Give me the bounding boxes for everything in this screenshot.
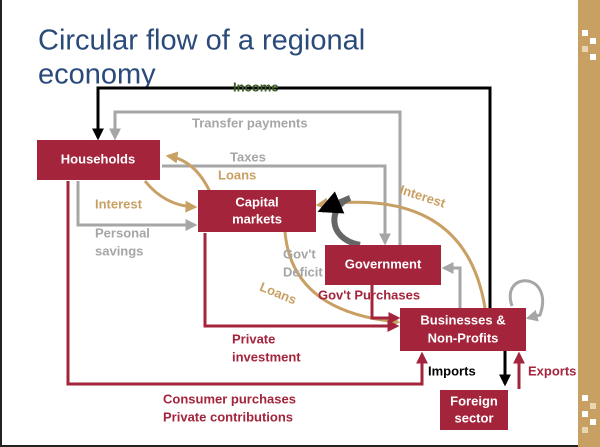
flow-label: Consumer purchases <box>163 391 296 406</box>
node-label: Capital <box>235 194 278 209</box>
arrows <box>66 86 544 389</box>
gov-arrow <box>441 262 462 308</box>
transfer-arrow <box>109 110 402 245</box>
flow-labels: Income Transfer payments Taxes Loans Int… <box>95 79 576 424</box>
flow-label: Loans <box>218 167 256 182</box>
node-label: Government <box>345 256 422 271</box>
loans-arrow <box>165 151 212 193</box>
node-label: markets <box>232 211 282 226</box>
income-arrow <box>92 86 492 308</box>
node-label: Businesses & <box>420 312 505 327</box>
flow-label: Imports <box>428 363 476 378</box>
deficit-arrow <box>317 191 361 248</box>
business-node: Businesses & Non-Profits <box>400 308 526 351</box>
loop-arrow <box>508 279 544 322</box>
title: economy <box>38 59 156 91</box>
flow-label: investment <box>232 349 301 364</box>
flow-label: Private contributions <box>163 409 293 424</box>
households-node: Households <box>37 140 160 180</box>
consumer-arrow <box>66 181 428 386</box>
savings-arrow <box>76 181 198 231</box>
purchases-arrow <box>370 285 401 324</box>
flow-label: Gov't Purchases <box>318 287 420 302</box>
node-label: Households <box>61 151 135 166</box>
title: Circular flow of a regional <box>38 25 365 57</box>
flow-label: Transfer payments <box>192 115 308 130</box>
flow-label: Interest <box>95 196 143 211</box>
flow-label: Taxes <box>230 149 266 164</box>
interest-arrow <box>315 197 487 309</box>
flow-label: Income <box>233 79 279 94</box>
taxes-arrow <box>162 164 391 246</box>
foreign-node: Foreign sector <box>440 390 508 430</box>
frame <box>0 0 578 447</box>
flow-label: Deficit <box>283 264 323 279</box>
flow-label: Exports <box>528 363 576 378</box>
flow-label: Gov't <box>283 246 316 261</box>
capital-node: Capital markets <box>198 190 316 232</box>
node-label: Foreign <box>450 393 498 408</box>
node-label: sector <box>454 410 493 425</box>
flow-label: savings <box>95 243 143 258</box>
node-label: Non-Profits <box>428 330 499 345</box>
government-node: Government <box>325 245 441 285</box>
flow-label: Personal <box>95 225 150 240</box>
interest-arrow <box>143 180 198 213</box>
flow-label: Private <box>232 331 275 346</box>
investment-arrow <box>203 233 400 332</box>
side-strip <box>578 0 600 447</box>
